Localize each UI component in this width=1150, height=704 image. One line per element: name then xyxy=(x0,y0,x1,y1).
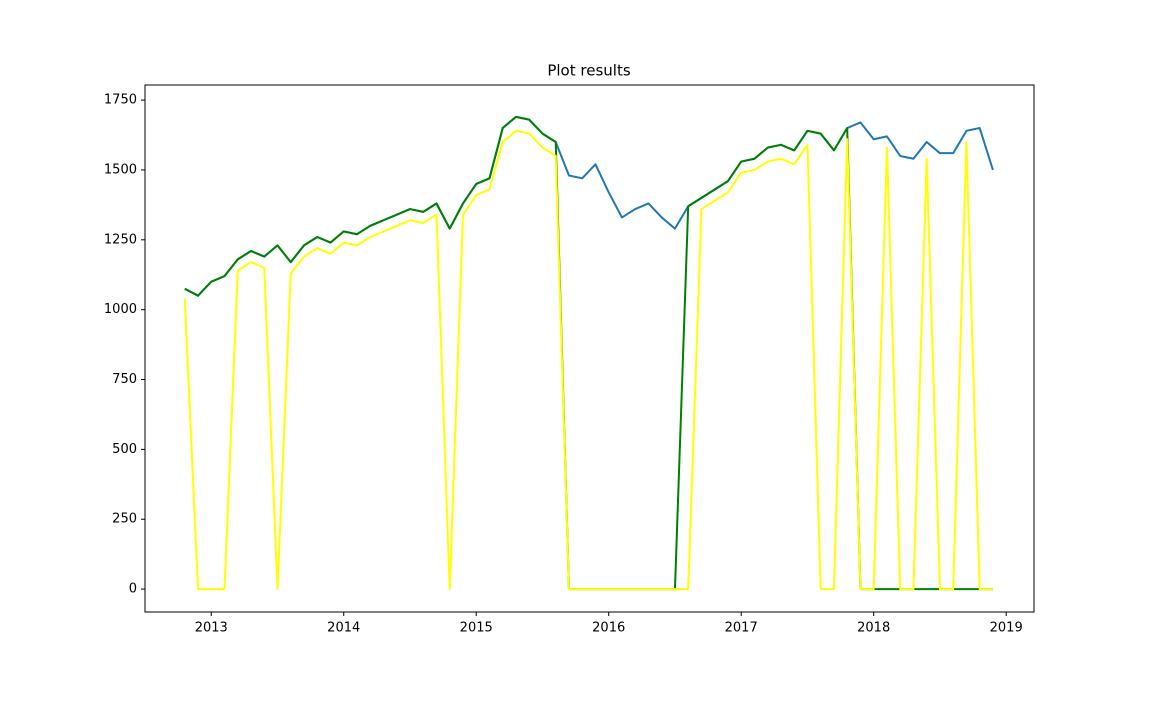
x-tick-label: 2019 xyxy=(990,621,1023,636)
y-tick-label: 1750 xyxy=(104,93,137,108)
x-tick-label: 2013 xyxy=(195,621,228,636)
y-tick-label: 750 xyxy=(112,372,137,387)
y-tick-label: 1000 xyxy=(104,302,137,317)
x-tick-label: 2016 xyxy=(592,621,625,636)
y-tick-label: 0 xyxy=(129,582,137,597)
y-tick-label: 1500 xyxy=(104,162,137,177)
chart-title: Plot results xyxy=(547,62,630,80)
y-tick-label: 1250 xyxy=(104,232,137,247)
x-tick-label: 2017 xyxy=(725,621,758,636)
x-tick-label: 2015 xyxy=(460,621,493,636)
y-tick-label: 250 xyxy=(112,512,137,527)
plot-frame xyxy=(144,84,1035,613)
y-tick-label: 500 xyxy=(112,442,137,457)
series-line xyxy=(183,129,993,591)
x-tick-label: 2018 xyxy=(857,621,890,636)
x-tick-label: 2014 xyxy=(327,621,360,636)
